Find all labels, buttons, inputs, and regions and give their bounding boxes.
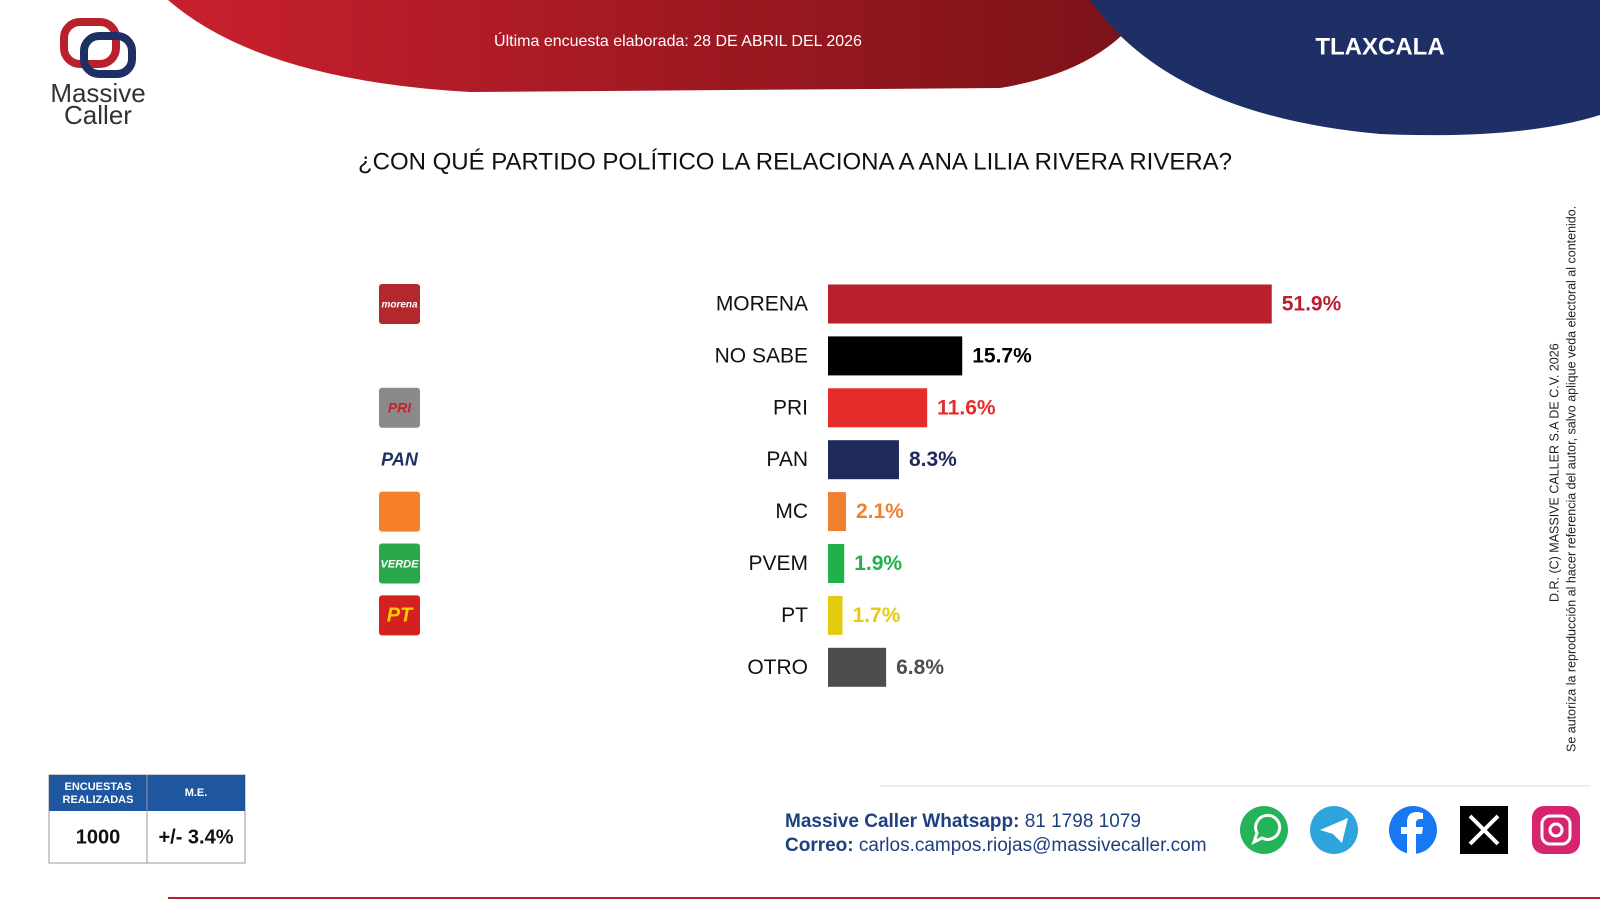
contact-label: Correo: bbox=[785, 835, 854, 856]
instagram-icon[interactable] bbox=[1532, 806, 1580, 854]
contact-value: 81 1798 1079 bbox=[1025, 811, 1141, 832]
contact-line: Massive Caller Whatsapp: 81 1798 1079 bbox=[785, 811, 1141, 832]
party-logo-text: PAN bbox=[381, 449, 419, 469]
party-logo bbox=[379, 284, 420, 324]
chart-title: ¿CON QUÉ PARTIDO POLÍTICO LA RELACIONA A… bbox=[358, 148, 1232, 175]
whatsapp-glyph bbox=[1251, 813, 1282, 845]
category-label: OTRO bbox=[747, 656, 808, 679]
category-label: PRI bbox=[773, 396, 808, 419]
table-value: 1000 bbox=[76, 826, 121, 848]
logo: Massive Caller bbox=[50, 18, 146, 130]
bar bbox=[828, 492, 846, 532]
value-label: 6.8% bbox=[896, 656, 944, 679]
bar bbox=[828, 544, 845, 583]
value-label: 1.9% bbox=[854, 552, 902, 575]
contact-line: Correo: carlos.campos.riojas@massivecall… bbox=[785, 835, 1207, 856]
table-header-text: ENCUESTAS REALIZADAS bbox=[63, 781, 134, 806]
logo-text: Massive bbox=[50, 78, 145, 108]
bar bbox=[828, 647, 887, 687]
x-glyph bbox=[1468, 814, 1500, 846]
contact-value: carlos.campos.riojas@massivecaller.com bbox=[859, 835, 1207, 856]
party-logo-text: PRI bbox=[388, 400, 412, 416]
category-label: PT bbox=[781, 604, 808, 627]
value-label: 8.3% bbox=[909, 448, 957, 471]
region: TLAXCALA bbox=[1315, 33, 1444, 60]
category-label: MC bbox=[775, 500, 808, 523]
table-header-text: M.E. bbox=[185, 787, 208, 799]
value-label: 11.6% bbox=[937, 396, 996, 419]
party-logo bbox=[379, 595, 420, 636]
category-label: NO SABE bbox=[715, 344, 808, 367]
header-banner bbox=[168, 0, 1150, 92]
party-logo-text: VERDE bbox=[381, 558, 420, 570]
value-label: 51.9% bbox=[1282, 293, 1342, 316]
party-logo-text: morena bbox=[381, 300, 418, 311]
table-header-word: REALIZADAS bbox=[63, 794, 134, 806]
instagram-glyph bbox=[1548, 822, 1564, 838]
bar bbox=[828, 284, 1272, 324]
party-logo bbox=[379, 439, 420, 480]
party-logo-text: PT bbox=[387, 605, 414, 627]
bar bbox=[828, 440, 899, 480]
bar bbox=[828, 336, 963, 376]
telegram-glyph bbox=[1320, 818, 1348, 843]
party-logo bbox=[379, 543, 420, 584]
copyright: Se autoriza la reproducción al hacer ref… bbox=[1564, 206, 1578, 752]
bar bbox=[828, 388, 928, 428]
category-label: PVEM bbox=[748, 552, 808, 575]
region-banner bbox=[1090, 0, 1600, 136]
party-logo bbox=[379, 387, 420, 428]
sample-table: ENCUESTAS REALIZADAS M.E. 1000 +/- 3.4% bbox=[48, 774, 246, 864]
value-label: 1.7% bbox=[853, 604, 901, 627]
copyright: D.R. (C) MASSIVE CALLER S.A DE C.V. 2026 bbox=[1547, 343, 1561, 602]
category-label: PAN bbox=[766, 448, 808, 471]
instagram-glyph bbox=[1540, 814, 1572, 846]
logo-text: Caller bbox=[64, 100, 132, 130]
bar bbox=[828, 595, 843, 635]
value-label: 2.1% bbox=[856, 500, 904, 523]
logo-ring-red bbox=[60, 18, 120, 68]
category-label: MORENA bbox=[716, 293, 808, 316]
facebook-glyph bbox=[1401, 812, 1423, 854]
social-icons bbox=[1240, 806, 1580, 854]
logo-ring-blue bbox=[80, 32, 136, 78]
survey-date: Última encuesta elaborada: 28 DE ABRIL D… bbox=[494, 31, 862, 50]
party-logo bbox=[379, 491, 420, 532]
table-value: +/- 3.4% bbox=[158, 826, 233, 848]
table-header-word: ENCUESTAS bbox=[64, 781, 131, 793]
bar-chart: MORENA morena 51.9% NO SABE 15.7% PRI PRI 11.6%… bbox=[379, 284, 1342, 687]
value-label: 15.7% bbox=[972, 344, 1032, 367]
contact-label: Massive Caller Whatsapp: bbox=[785, 811, 1019, 832]
